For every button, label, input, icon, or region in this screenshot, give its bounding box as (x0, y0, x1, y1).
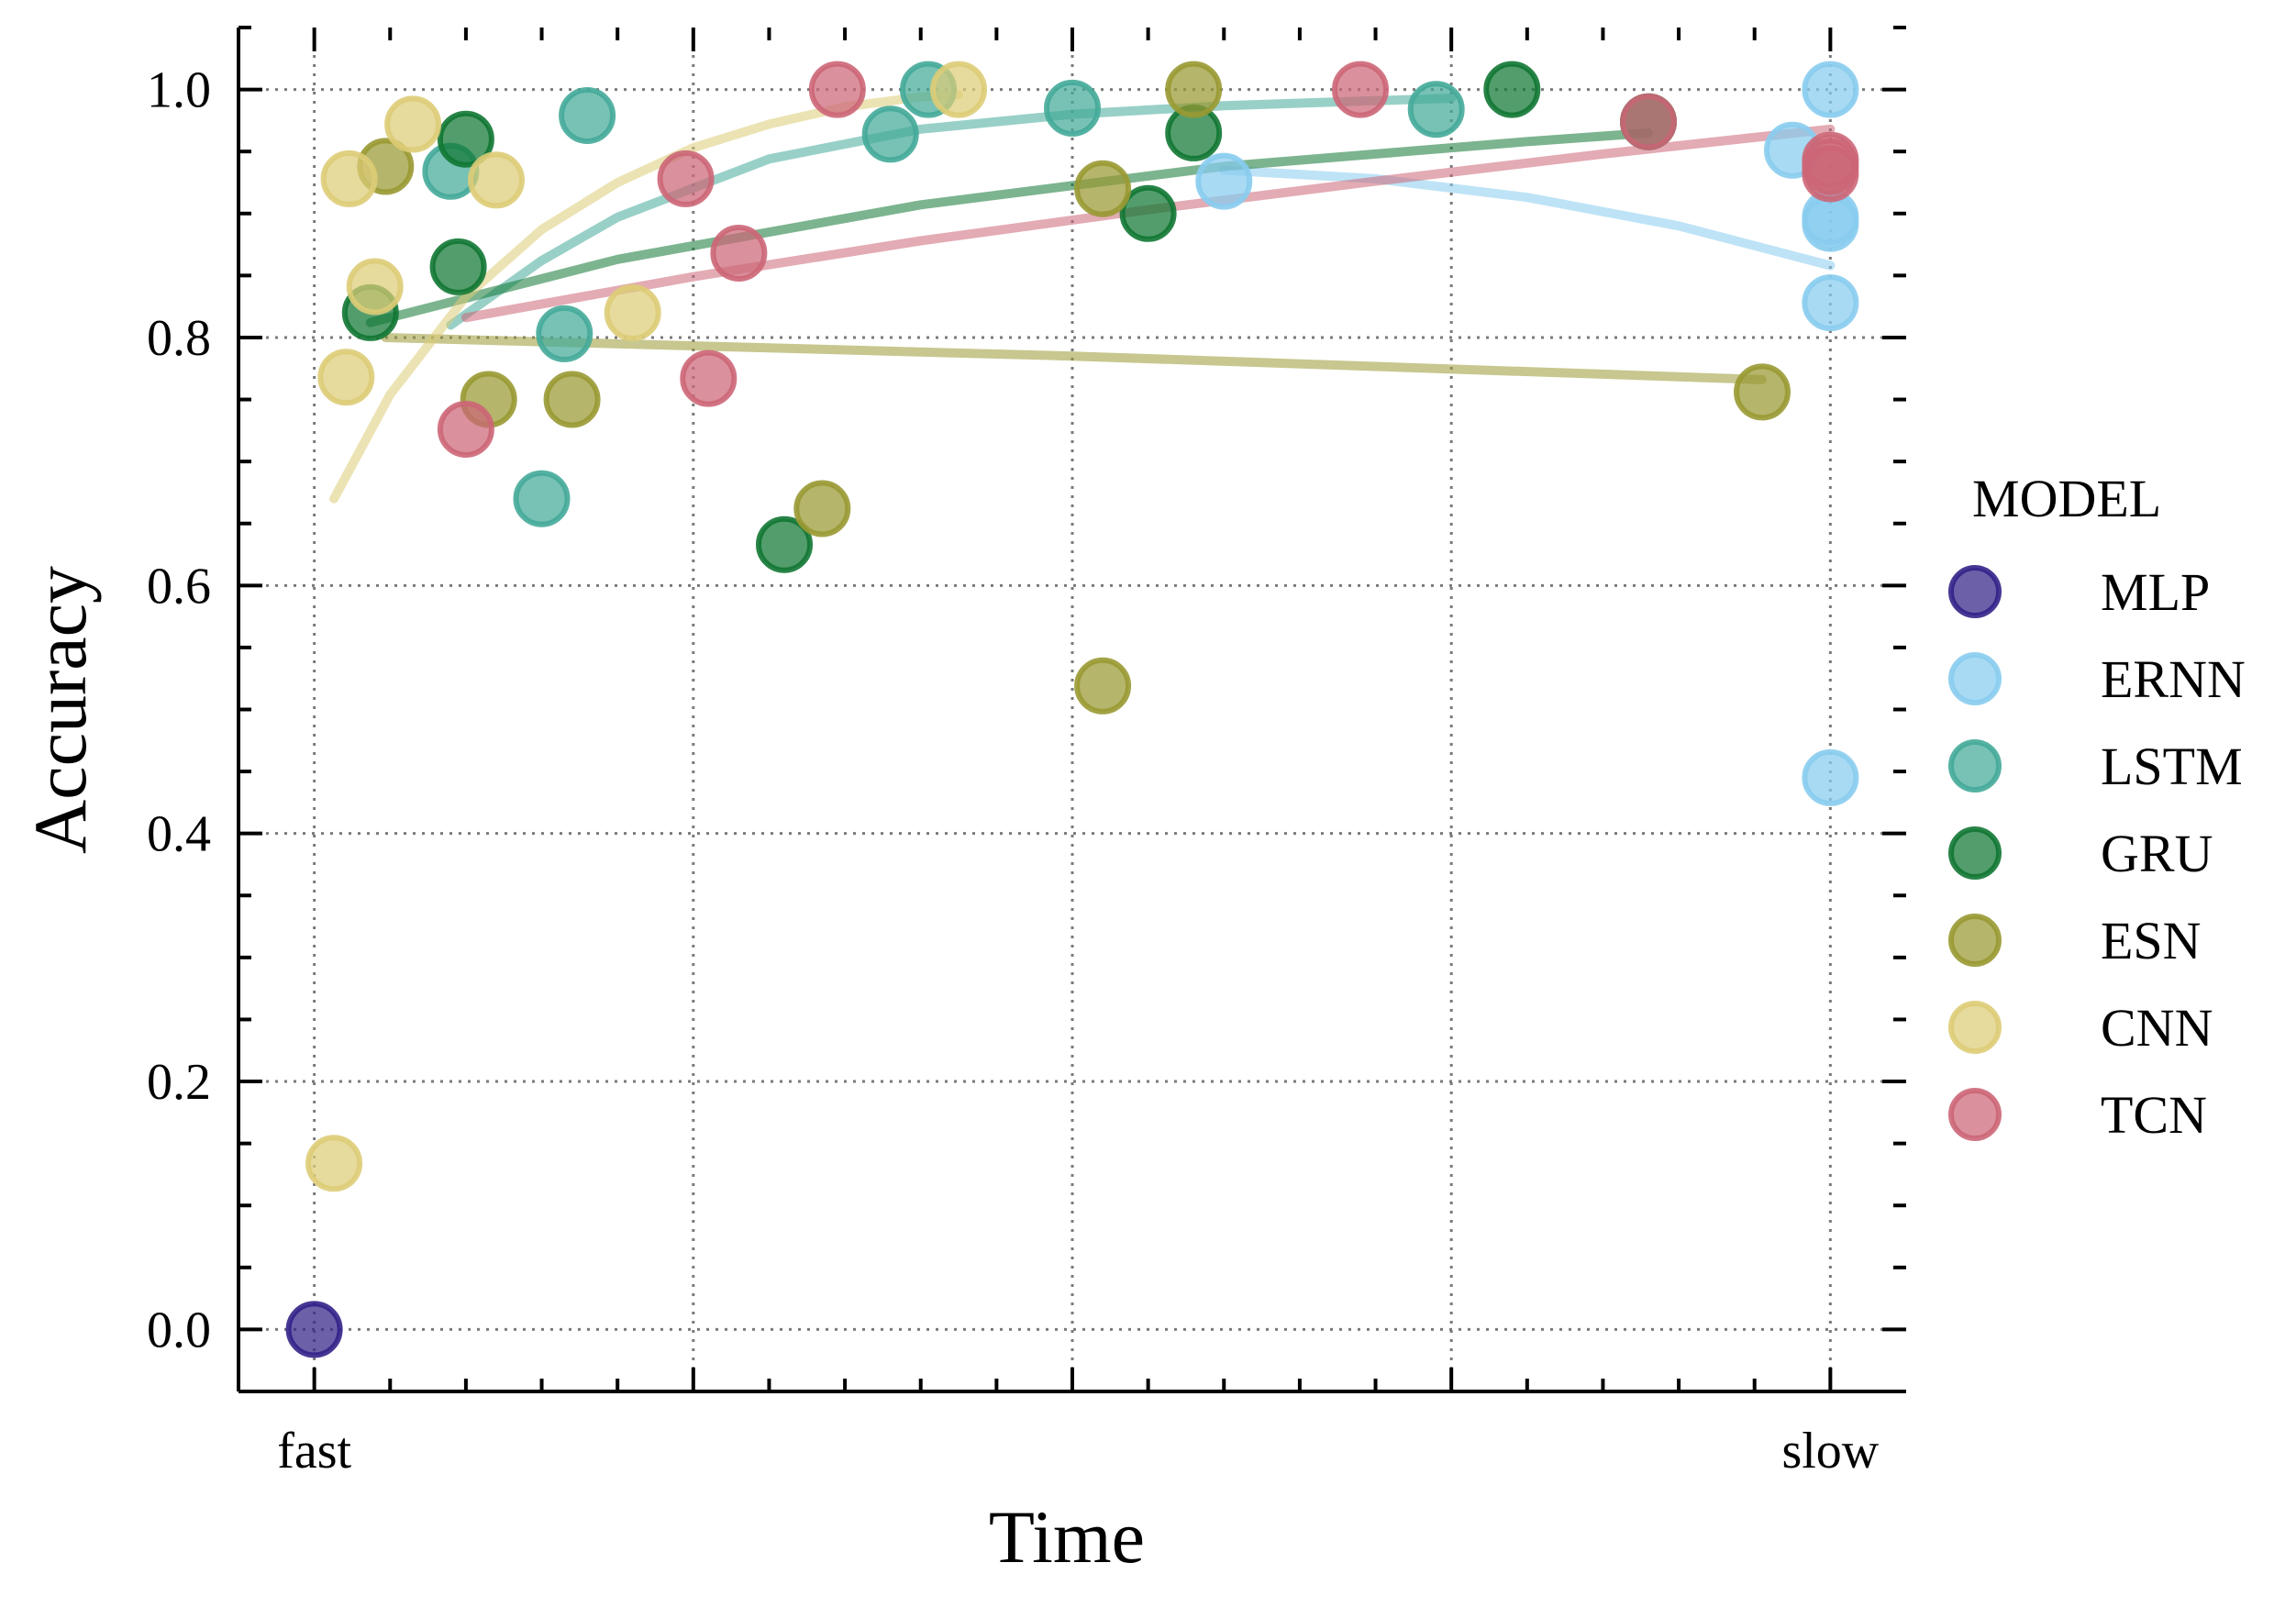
data-point-ernn (1195, 152, 1253, 210)
axes (237, 26, 1906, 1393)
tick-labels: 0.0 0.2 0.4 0.6 0.8 1.0 fast slow (147, 62, 1880, 1480)
y-tick-label: 0.8 (147, 310, 211, 367)
data-point-ernn (1802, 274, 1859, 332)
legend-label-tcn: TCN (2101, 1085, 2207, 1145)
legend-label-lstm: LSTM (2101, 737, 2243, 796)
data-points (285, 61, 1859, 1358)
data-point-lstm (1044, 79, 1101, 137)
y-tick-label: 0.0 (147, 1302, 211, 1358)
legend-label-ernn: ERNN (2101, 649, 2246, 709)
legend-label-gru: GRU (2101, 824, 2213, 883)
legend-marker-cnn (1948, 1001, 2002, 1054)
data-point-ernn (1802, 61, 1859, 118)
data-point-gru (1119, 184, 1177, 242)
x-tick-label-slow: slow (1781, 1423, 1879, 1480)
legend: MODEL MLP ERNN LSTM GRU ESN CNN TCN (1948, 469, 2246, 1145)
trend-line-cnn (329, 90, 963, 504)
data-point-cnn (468, 151, 525, 209)
data-point-gru (429, 238, 487, 295)
data-point-cnn (317, 349, 375, 406)
data-point-ernn (1802, 194, 1859, 252)
data-point-esn (543, 371, 601, 428)
data-point-gru (756, 515, 813, 573)
data-point-tcn (1332, 61, 1389, 118)
trend-line-gru (365, 127, 1653, 327)
y-tick-label: 0.2 (147, 1054, 211, 1111)
legend-marker-esn (1948, 914, 2002, 967)
data-point-tcn (680, 349, 738, 407)
data-point-tcn (710, 225, 768, 282)
data-point-cnn (604, 283, 661, 341)
data-point-esn (1734, 363, 1791, 421)
data-point-tcn (437, 401, 494, 458)
data-point-cnn (320, 150, 378, 207)
data-point-gru (437, 110, 494, 168)
data-point-esn (1074, 160, 1132, 217)
data-point-tcn (1802, 145, 1859, 203)
data-point-gru (1483, 61, 1541, 118)
data-point-lstm (861, 105, 919, 163)
legend-label-esn: ESN (2101, 911, 2202, 970)
x-axis-label: Time (989, 1495, 1145, 1579)
data-point-ernn (1802, 748, 1859, 806)
legend-label-mlp: MLP (2101, 562, 2210, 622)
trend-line-esn (381, 333, 1767, 384)
data-point-tcn (657, 150, 715, 207)
y-tick-label: 0.4 (147, 806, 211, 863)
legend-marker-gru (1948, 826, 2002, 880)
y-tick-label: 0.6 (147, 558, 211, 615)
data-point-mlp (285, 1301, 343, 1358)
legend-label-cnn: CNN (2101, 998, 2213, 1058)
legend-marker-lstm (1948, 739, 2002, 792)
legend-marker-mlp (1948, 565, 2002, 618)
data-point-esn (1165, 61, 1223, 118)
x-tick-label-fast: fast (277, 1423, 351, 1480)
legend-marker-ernn (1948, 652, 2002, 705)
legend-title: MODEL (1972, 469, 2161, 528)
data-point-lstm (536, 305, 593, 362)
data-point-esn (793, 480, 851, 538)
data-point-lstm (559, 87, 616, 144)
data-point-esn (1074, 657, 1132, 715)
data-point-tcn (808, 61, 866, 118)
data-point-cnn (384, 95, 442, 153)
trend-lines (329, 90, 1836, 504)
trend-line-lstm (446, 94, 1457, 330)
trend-line-ernn (1219, 165, 1836, 271)
legend-marker-tcn (1948, 1088, 2002, 1141)
data-point-cnn (305, 1135, 363, 1192)
y-axis-label: Accuracy (18, 566, 102, 854)
data-point-cnn (346, 258, 404, 316)
data-point-lstm (513, 470, 571, 527)
y-tick-label: 1.0 (147, 62, 211, 119)
data-point-cnn (930, 61, 987, 118)
data-point-lstm (1407, 81, 1465, 139)
data-point-tcn (1620, 93, 1677, 150)
